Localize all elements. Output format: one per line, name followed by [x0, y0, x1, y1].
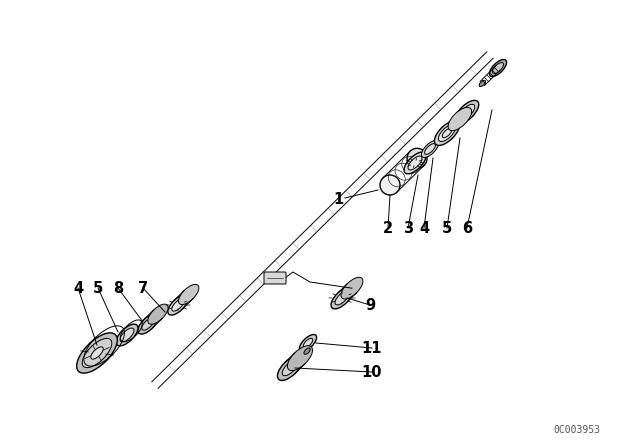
Text: 8: 8: [113, 280, 123, 296]
Ellipse shape: [116, 324, 138, 346]
Ellipse shape: [448, 108, 472, 131]
Ellipse shape: [179, 284, 199, 305]
Ellipse shape: [341, 277, 363, 299]
Ellipse shape: [408, 156, 422, 170]
Text: 7: 7: [138, 280, 148, 296]
Ellipse shape: [490, 60, 507, 77]
Ellipse shape: [142, 318, 154, 330]
Ellipse shape: [120, 328, 134, 342]
Text: 1: 1: [333, 191, 343, 207]
Text: 3: 3: [403, 220, 413, 236]
Ellipse shape: [282, 360, 298, 376]
Ellipse shape: [335, 291, 349, 305]
Ellipse shape: [138, 314, 158, 334]
Text: 5: 5: [442, 220, 452, 236]
Ellipse shape: [304, 348, 310, 354]
Text: 4: 4: [419, 220, 429, 236]
Ellipse shape: [407, 148, 427, 168]
Ellipse shape: [303, 338, 313, 348]
Ellipse shape: [380, 175, 400, 195]
Ellipse shape: [331, 287, 353, 309]
Ellipse shape: [287, 346, 312, 370]
Ellipse shape: [435, 121, 460, 146]
Text: 5: 5: [93, 280, 103, 296]
Text: 0C003953: 0C003953: [553, 425, 600, 435]
Ellipse shape: [438, 125, 456, 142]
Ellipse shape: [460, 104, 475, 120]
Text: 4: 4: [73, 280, 83, 296]
Ellipse shape: [404, 152, 426, 174]
Ellipse shape: [91, 347, 103, 359]
Ellipse shape: [296, 350, 300, 355]
Ellipse shape: [278, 356, 303, 380]
Ellipse shape: [148, 304, 168, 324]
Ellipse shape: [300, 335, 317, 352]
Ellipse shape: [421, 141, 438, 158]
Ellipse shape: [479, 80, 486, 86]
Ellipse shape: [493, 63, 504, 73]
Text: 2: 2: [383, 220, 393, 236]
Ellipse shape: [455, 100, 479, 124]
Ellipse shape: [168, 295, 188, 315]
Ellipse shape: [172, 299, 184, 311]
Ellipse shape: [82, 338, 112, 368]
Text: 11: 11: [362, 340, 382, 356]
FancyBboxPatch shape: [264, 272, 286, 284]
Ellipse shape: [77, 333, 117, 373]
Ellipse shape: [424, 144, 435, 155]
Text: 6: 6: [462, 220, 472, 236]
Text: 10: 10: [362, 365, 382, 379]
Text: 9: 9: [365, 297, 375, 313]
